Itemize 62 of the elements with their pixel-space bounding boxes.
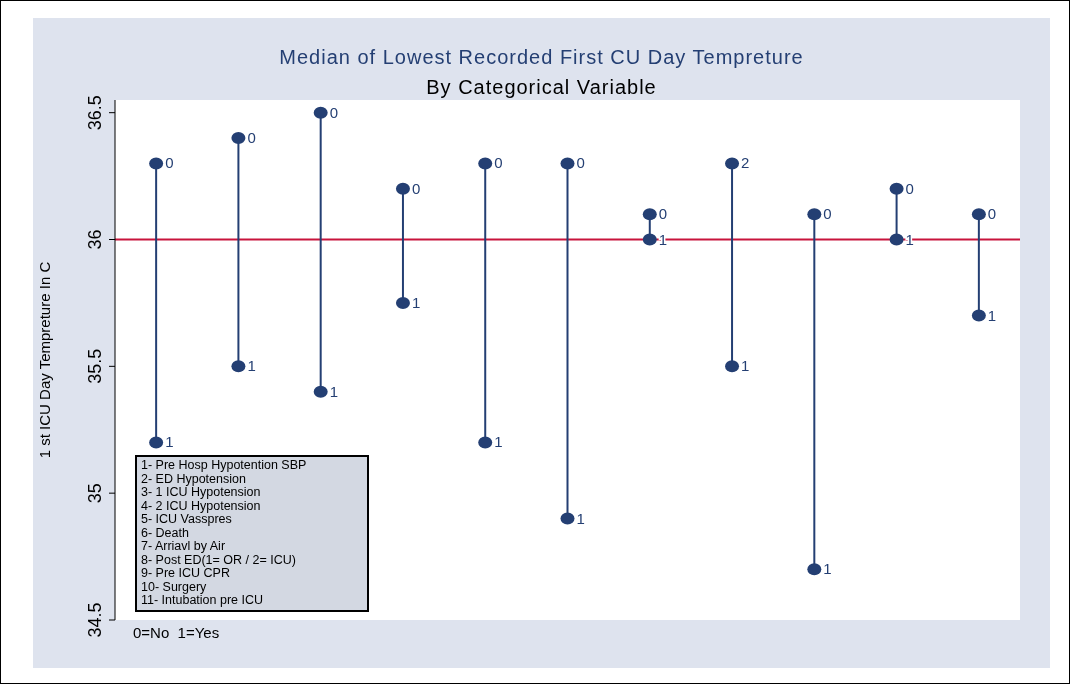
y-tick-label: 36.5 (85, 95, 105, 131)
y-axis-title: 1 st ICU Day Tempreture In C (36, 261, 54, 459)
text: 0 (905, 179, 914, 197)
point (725, 360, 740, 373)
y-tick-label: 35 (85, 483, 105, 504)
series-label: 0 (411, 179, 421, 197)
point (642, 208, 657, 221)
text: 1 (987, 306, 997, 324)
point (971, 208, 986, 221)
point (642, 233, 657, 246)
text: 0 (329, 103, 339, 121)
point (807, 208, 822, 221)
text: 0=No 1=Yes (133, 624, 220, 641)
point (478, 436, 493, 449)
text: 0 (165, 154, 174, 172)
annotation: 11- Intubation pre ICU (141, 593, 265, 608)
chart-title: Median of Lowest Recorded First CU Day Tempreture (278, 46, 805, 69)
y-tick-label: 35.5 (85, 348, 105, 384)
point (560, 512, 575, 525)
point (889, 233, 904, 246)
annotation: 3- 1 ICU Hypotension (141, 485, 262, 500)
text: 1 (165, 433, 174, 451)
y-tick-label: 34.5 (85, 602, 105, 638)
point (313, 385, 328, 398)
point (395, 296, 410, 309)
annotation: 8- Post ED(1= OR / 2= ICU) (141, 552, 297, 567)
y-tick-label: 36 (85, 229, 105, 250)
point (313, 106, 328, 119)
annotation: 5- ICU Vasspres (141, 512, 232, 527)
text: 0 (658, 205, 668, 223)
point (231, 360, 246, 373)
point (478, 157, 493, 170)
point (889, 182, 904, 195)
point (149, 157, 164, 170)
annotation: 4- 2 ICU Hypotension (141, 498, 262, 513)
text: 0 (576, 154, 585, 172)
text: 1 (741, 357, 750, 375)
text: 0 (494, 154, 503, 172)
text: 0 (247, 129, 256, 147)
text: 0 (987, 205, 997, 223)
point (560, 157, 575, 170)
point (725, 157, 740, 170)
text: 0 (823, 205, 832, 223)
annotation: 1- Pre Hosp Hypotention SBP (141, 458, 308, 473)
point (971, 309, 986, 322)
text: 1 (247, 357, 256, 375)
annotation: 10- Surgery (141, 579, 207, 594)
point (807, 563, 822, 576)
text: 1 (329, 382, 339, 400)
annotation: 2- ED Hypotension (141, 471, 246, 486)
point (231, 132, 246, 145)
annotation: 7- Arriavl by Air (141, 539, 227, 554)
text: 1 (576, 509, 585, 527)
point (395, 182, 410, 195)
annotation: 6- Death (141, 525, 189, 540)
annotation: 9- Pre ICU CPR (141, 566, 231, 581)
series-label: 2 (741, 154, 750, 172)
series-label: 1 (411, 293, 421, 311)
chart-subtitle: By Categorical Variable (426, 76, 657, 98)
text: 1 (494, 433, 503, 451)
point (149, 436, 164, 449)
text: 1 (823, 560, 832, 578)
